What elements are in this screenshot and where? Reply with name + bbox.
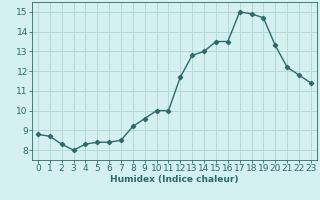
X-axis label: Humidex (Indice chaleur): Humidex (Indice chaleur): [110, 175, 239, 184]
